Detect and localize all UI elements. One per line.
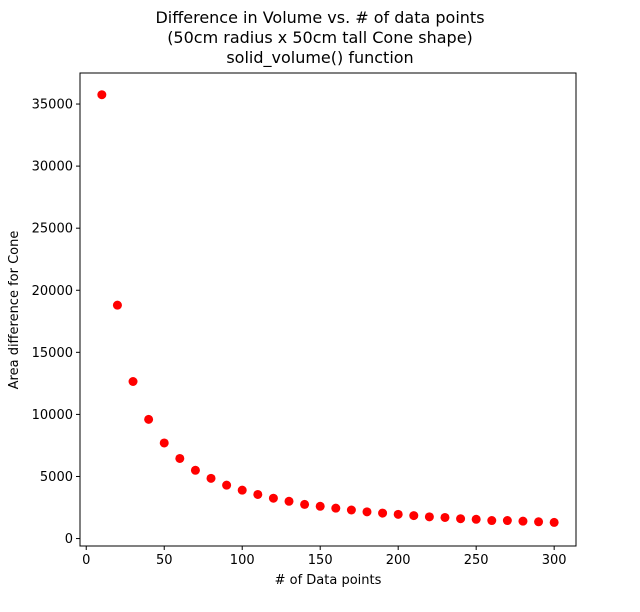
data-point: [112, 300, 122, 310]
y-tick-label: 25000: [32, 222, 73, 237]
y-tick-label: 5000: [40, 470, 73, 485]
x-tick-label: 0: [82, 553, 90, 568]
x-tick-label: 50: [156, 553, 173, 568]
data-point: [456, 514, 466, 524]
data-point: [206, 473, 216, 483]
data-point: [362, 507, 372, 517]
chart-title-line-2: (50cm radius x 50cm tall Cone shape): [167, 28, 473, 47]
y-tick-label: 30000: [32, 160, 73, 175]
plot-area: 0 50 100 150 200 250 300 0 5000 10000 15000 20000 25…: [32, 90, 567, 568]
data-point: [487, 516, 497, 526]
data-point: [409, 511, 419, 521]
data-point: [284, 496, 294, 506]
y-tick-label: 35000: [32, 98, 73, 113]
y-tick-label: 15000: [32, 346, 73, 361]
y-tick-label: 10000: [32, 408, 73, 423]
data-point: [97, 90, 107, 100]
plot-frame: [79, 72, 577, 547]
x-tick-label: 150: [308, 553, 333, 568]
data-point: [440, 512, 450, 522]
data-point: [159, 438, 169, 448]
data-point: [300, 499, 310, 509]
data-point: [222, 480, 232, 490]
data-point: [237, 485, 247, 495]
chart-title-line-3: solid_volume() function: [226, 48, 414, 67]
data-point: [346, 505, 356, 515]
chart-title-line-1: Difference in Volume vs. # of data point…: [155, 8, 485, 27]
data-point: [253, 489, 263, 499]
data-point: [502, 516, 512, 526]
data-point: [471, 514, 481, 524]
x-tick-label: 250: [464, 553, 489, 568]
data-point: [128, 377, 138, 387]
data-point: [393, 509, 403, 519]
x-axis-label: # of Data points: [275, 573, 382, 588]
data-point: [144, 414, 154, 424]
x-tick-label: 100: [230, 553, 255, 568]
y-axis-label: Area difference for Cone: [7, 231, 22, 390]
x-tick-label: 300: [542, 553, 567, 568]
data-point: [378, 508, 388, 518]
data-point: [534, 517, 544, 527]
data-point: [175, 453, 185, 463]
y-tick-label: 20000: [32, 284, 73, 299]
data-point: [518, 516, 528, 526]
data-point: [424, 512, 434, 522]
data-point: [268, 493, 278, 503]
data-point: [315, 501, 325, 511]
y-tick-label: 0: [65, 532, 73, 547]
data-point: [190, 465, 200, 475]
data-point: [549, 517, 559, 527]
data-point: [331, 503, 341, 513]
x-tick-label: 200: [386, 553, 411, 568]
